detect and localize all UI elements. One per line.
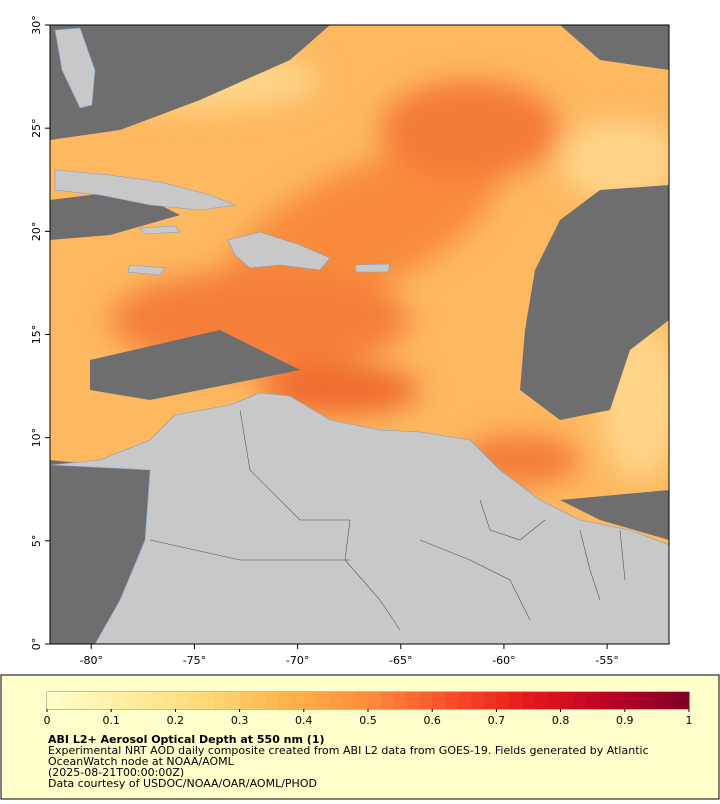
colorbar-cell — [483, 692, 497, 709]
colorbar-cell — [457, 692, 472, 709]
colorbar-cell — [239, 692, 253, 709]
x-tick-label: -70° — [286, 654, 309, 667]
colorbar-cell — [316, 692, 330, 709]
colorbar-cell — [85, 692, 99, 709]
colorbar-cell — [124, 692, 138, 709]
colorbar-tick-label: 0 — [44, 714, 51, 727]
colorbar-cell — [59, 692, 74, 709]
y-tick-label: 15° — [30, 325, 43, 345]
colorbar-tick-label: 0.4 — [295, 714, 313, 727]
colorbar-cell — [149, 692, 164, 709]
colorbar-cell — [650, 692, 664, 709]
borders — [149, 409, 626, 631]
colorbar-cell — [136, 692, 151, 709]
caption-title: ABI L2+ Aerosol Optical Depth at 550 nm … — [48, 733, 325, 746]
colorbar-cell — [201, 692, 215, 709]
colorbar-cell — [676, 692, 690, 709]
colorbar-cell — [72, 692, 87, 709]
y-tick-label: 0° — [30, 638, 43, 651]
colorbar-cell — [355, 692, 369, 709]
colorbar-cell — [522, 692, 536, 709]
caption-line: (2025-08-21T00:00:00Z) — [48, 766, 184, 779]
colorbar-cell — [470, 692, 485, 709]
colorbar-cell — [560, 692, 574, 709]
x-tick-label: -55° — [595, 654, 618, 667]
colorbar-cell — [342, 692, 356, 709]
caption-line: Data courtesy of USDOC/NOAA/OAR/AOML/PHO… — [48, 777, 317, 790]
x-tick-label: -65° — [389, 654, 412, 667]
land — [50, 27, 669, 644]
colorbar-tick-label: 0.7 — [488, 714, 506, 727]
y-tick-label: 25° — [30, 118, 43, 138]
colorbar-cell — [547, 692, 562, 709]
colorbar-cell — [213, 692, 228, 709]
colorbar-tick-label: 1 — [686, 714, 693, 727]
colorbar-tick-label: 0.5 — [359, 714, 377, 727]
y-tick-label: 5° — [30, 535, 43, 548]
colorbar-cell — [226, 692, 241, 709]
colorbar-cell — [329, 692, 343, 709]
y-tick-label: 10° — [30, 428, 43, 448]
colorbar-cell — [663, 692, 677, 709]
colorbar-cell — [111, 692, 125, 709]
colorbar-cell — [573, 692, 587, 709]
y-tick-label: 30° — [30, 15, 43, 35]
caption-line: OceanWatch node at NOAA/AOML — [48, 755, 235, 768]
colorbar-cell — [509, 692, 523, 709]
colorbar-tick-label: 0.3 — [231, 714, 249, 727]
colorbar-cell — [98, 692, 112, 709]
colorbar-tick-label: 0.9 — [616, 714, 634, 727]
colorbar-cell — [47, 692, 61, 709]
caption-line: Experimental NRT AOD daily composite cre… — [48, 744, 649, 757]
colorbar-cell — [432, 692, 446, 709]
colorbar-cell — [624, 692, 639, 709]
colorbar-tick-label: 0.6 — [423, 714, 441, 727]
colorbar-cell — [278, 692, 292, 709]
colorbar-cell — [175, 692, 189, 709]
colorbar-cell — [406, 692, 420, 709]
colorbar-cell — [611, 692, 626, 709]
colorbar-cell — [380, 692, 395, 709]
colorbar-cell — [368, 692, 382, 709]
colorbar-tick-label: 0.1 — [102, 714, 120, 727]
colorbar-tick-label: 0.2 — [167, 714, 185, 727]
colorbar-cell — [419, 692, 433, 709]
map-image — [50, 25, 669, 644]
colorbar-cell — [393, 692, 408, 709]
colorbar-cell — [162, 692, 176, 709]
colorbar-cell — [586, 692, 600, 709]
colorbar-cell — [252, 692, 266, 709]
colorbar-cell — [290, 692, 305, 709]
y-tick-label: 20° — [30, 222, 43, 242]
x-tick-label: -80° — [80, 654, 103, 667]
colorbar-cell — [445, 692, 459, 709]
colorbar-cell — [265, 692, 279, 709]
x-tick-label: -75° — [183, 654, 206, 667]
colorbar-cell — [599, 692, 613, 709]
colorbar-cell — [303, 692, 318, 709]
colorbar-tick-label: 0.8 — [552, 714, 570, 727]
colorbar-cell — [534, 692, 549, 709]
x-tick-label: -60° — [492, 654, 515, 667]
colorbar-cell — [188, 692, 202, 709]
no-data — [50, 25, 669, 644]
colorbar-cell — [637, 692, 651, 709]
colorbar-cell — [496, 692, 510, 709]
